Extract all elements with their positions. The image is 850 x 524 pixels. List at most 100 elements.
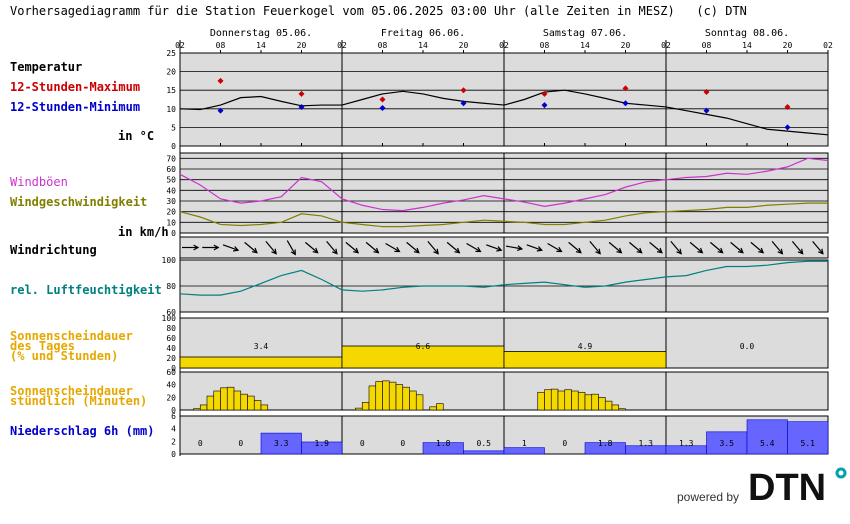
- max-marker: [298, 90, 305, 97]
- wind-arrow: [771, 240, 783, 255]
- day-label: Donnerstag 05.06.: [210, 28, 312, 39]
- hour-tick: 20: [459, 41, 469, 50]
- wind-arrowhead: [516, 245, 524, 252]
- min-marker: [541, 102, 548, 109]
- sun-hourly-bar: [584, 394, 593, 411]
- label-sun-daily-3: (% und Stunden): [10, 349, 119, 363]
- max-marker: [703, 89, 710, 96]
- dtn-logo-dot: [835, 467, 847, 479]
- wind-arrowhead: [656, 247, 663, 254]
- sun-daily-bar: [179, 356, 343, 369]
- wind-axis-tick: 20: [166, 208, 176, 217]
- hour-tick: 14: [580, 41, 590, 50]
- min-marker: [460, 100, 467, 107]
- label-sun-daily-2: des Tages: [10, 339, 76, 353]
- precip-label: 0: [400, 439, 405, 448]
- wind-arrowhead: [413, 247, 420, 254]
- wind-arrow: [427, 240, 439, 255]
- precip-label: 5.1: [801, 439, 816, 448]
- sun-daily-label: 0.0: [740, 342, 755, 351]
- label-temp-unit: in °C: [118, 129, 155, 143]
- precip-axis-tick: 6: [171, 412, 176, 421]
- sun-hourly-bar: [577, 391, 586, 411]
- hour-tick: 14: [418, 41, 428, 50]
- wind-arrowhead: [737, 247, 744, 254]
- precip-label: 1: [522, 439, 527, 448]
- precip-label: 3.5: [720, 439, 735, 448]
- precip-label: 3.3: [274, 439, 289, 448]
- sun-hourly-bar: [240, 393, 248, 411]
- wind-arrowhead: [616, 247, 623, 254]
- hour-tick: 02: [823, 41, 833, 50]
- temp-axis-tick: 15: [166, 86, 176, 95]
- wind-arrowhead: [454, 247, 461, 254]
- wind-axis-tick: 10: [166, 218, 176, 227]
- wind-arrow: [345, 241, 359, 254]
- gust-line: [179, 157, 829, 212]
- wind-arrow: [466, 242, 481, 253]
- temp-axis-tick: 0: [171, 142, 176, 151]
- sun-daily-axis-tick: 60: [166, 334, 176, 343]
- precip-label: 0.5: [477, 439, 492, 448]
- precip-label: 0: [238, 439, 243, 448]
- wind-arrow: [526, 244, 542, 251]
- wind-arrow: [791, 240, 804, 255]
- hour-tick: 08: [540, 41, 550, 50]
- hour-tick: 20: [621, 41, 631, 50]
- wind-axis-tick: 70: [166, 154, 176, 163]
- humidity-line: [179, 260, 828, 296]
- temp-axis-tick: 5: [171, 123, 176, 132]
- humidity-axis-tick: 80: [166, 282, 176, 291]
- precip-label: 1.3: [639, 439, 654, 448]
- precip-label: 5.4: [760, 439, 775, 448]
- sun-hourly-bar: [260, 404, 269, 411]
- wind-arrow: [406, 241, 420, 254]
- wind-arrowhead: [676, 248, 682, 255]
- sun-hourly-bar: [395, 384, 404, 411]
- label-max: 12-Stunden-Maximum: [10, 80, 141, 94]
- min-marker: [298, 103, 305, 110]
- temp-axis-tick: 25: [166, 49, 176, 58]
- wind-arrow: [506, 245, 522, 250]
- powered-by-text: powered by: [677, 490, 740, 504]
- diagram-title: Vorhersagediagramm für die Station Feuer…: [10, 4, 747, 18]
- sun-daily-axis-tick: 20: [166, 354, 176, 363]
- wind-arrowhead: [193, 244, 200, 251]
- label-sun-daily-1: Sonnenscheindauer: [10, 329, 133, 343]
- wind-arrowhead: [213, 244, 220, 251]
- sun-hourly-bar: [604, 400, 613, 411]
- sun-hourly-bar: [564, 389, 572, 411]
- wind-arrow: [365, 241, 379, 254]
- sun-hourly-bar: [557, 390, 566, 411]
- precip-bar: [422, 442, 464, 455]
- wind-arrowhead: [496, 246, 503, 252]
- sun-hourly-bar: [199, 404, 208, 411]
- wind-arrow: [265, 240, 277, 255]
- sun-hourly-bar: [611, 404, 620, 411]
- sun-daily-axis-tick: 40: [166, 344, 176, 353]
- temp-line: [179, 89, 829, 136]
- wind-arrow: [670, 240, 682, 255]
- dtn-logo: DTN: [748, 467, 847, 504]
- sun-daily-label: 6.6: [416, 342, 431, 351]
- hour-tick: 20: [297, 41, 307, 50]
- wind-arrow: [628, 241, 643, 254]
- wind-arrowhead: [353, 247, 360, 254]
- sun-hourly-bar: [415, 394, 424, 411]
- sun-hourly-axis-tick: 20: [166, 393, 176, 402]
- wind-axis-tick: 60: [166, 165, 176, 174]
- wind-arrowhead: [290, 249, 296, 256]
- wind-arrow: [326, 240, 338, 255]
- wind-arrow: [689, 241, 703, 254]
- wind-arrow: [750, 241, 764, 254]
- sun-hourly-bar: [544, 389, 552, 411]
- min-marker: [703, 107, 710, 114]
- humidity-axis-tick: 60: [166, 308, 176, 317]
- sun-hourly-bar: [193, 408, 201, 411]
- wind-arrowhead: [797, 248, 804, 255]
- wind-arrow: [568, 241, 582, 254]
- label-temperature: Temperatur: [10, 60, 83, 74]
- label-windspeed: Windgeschwindigkeit: [10, 195, 148, 209]
- sun-hourly-axis-tick: 60: [166, 368, 176, 377]
